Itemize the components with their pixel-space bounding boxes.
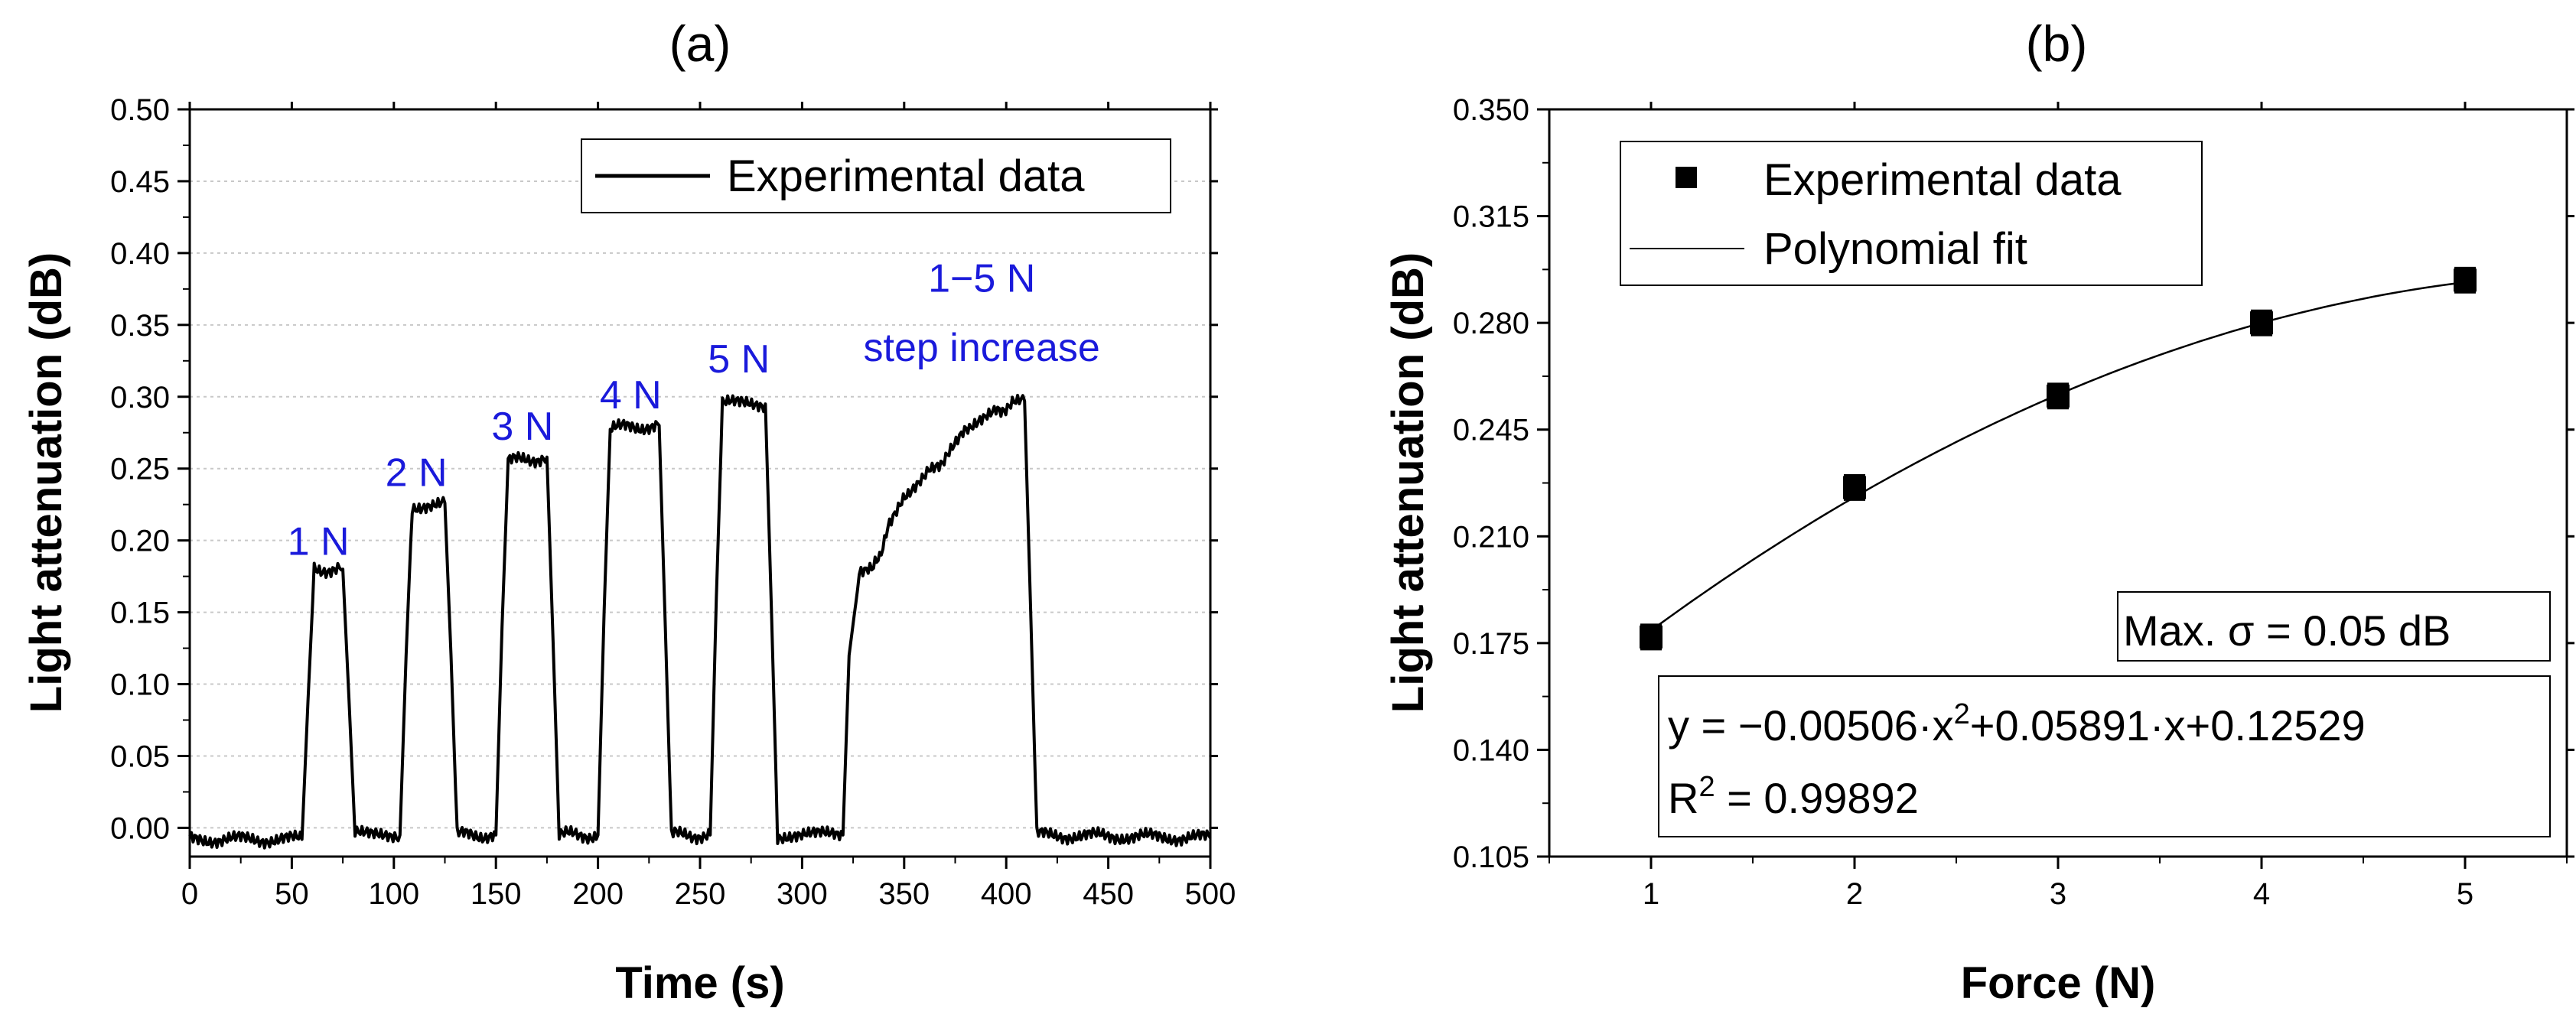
panel-a-x-tick-label: 0 [181, 877, 198, 911]
panel-b-ticks: 0.105 0.140 0.175 0.210 0.245 0.280 0.315 0.350… [1453, 93, 2574, 911]
panel-a-annotation: 1 N [288, 519, 350, 564]
panel-a-series [188, 393, 1212, 850]
panel-a-legend-label: Experimental data [727, 151, 1085, 201]
panel-a-x-tick-label: 100 [368, 877, 419, 911]
panel-a-y-tick-label: 0.30 [110, 381, 170, 415]
panel-b-y-tick-label: 0.315 [1453, 200, 1529, 234]
equation-exponent: 2 [1954, 698, 1970, 730]
r2-exponent: 2 [1698, 771, 1715, 803]
panel-a-legend: Experimental data [581, 138, 1171, 213]
panel-b-fit-curve [1650, 281, 2466, 632]
panel-a-y-tick-label: 0.00 [110, 811, 170, 845]
panel-a-data-line [188, 393, 1212, 850]
panel-a-y-tick-label: 0.35 [110, 309, 170, 343]
panel-b-equation-box: y = −0.00506·x2+0.05891·x+0.12529 R2 = 0… [1658, 675, 2551, 837]
panel-a-annotation: 1−5 N [928, 257, 1035, 301]
panel-b-fit-line [1650, 281, 2466, 632]
panel-a-y-tick-label: 0.15 [110, 597, 170, 630]
panel-a-x-tick-label: 400 [981, 877, 1032, 911]
panel-a-annotation: 3 N [491, 405, 553, 449]
panel-b-legend-label-data: Experimental data [1763, 155, 2122, 205]
panel-b-legend: Experimental data Polynomial fit [1620, 141, 2203, 286]
panel-a-y-tick-label: 0.20 [110, 525, 170, 558]
panel-a-annotation: 2 N [386, 450, 448, 495]
panel-b-sigma-frame [2117, 591, 2551, 662]
panel-b-equation-text: y = −0.00506·x2+0.05891·x+0.12529 [1668, 698, 2366, 749]
panel-b-x-axis-title: Force (N) [1961, 958, 2156, 1008]
panel-b: (b) 0.1050.1400.1750.2100.2450.2800.3150… [1383, 15, 2574, 1008]
panel-a-title: (a) [669, 15, 731, 72]
panel-a-x-tick-label: 50 [275, 877, 309, 911]
panel-a-x-tick-label: 250 [675, 877, 726, 911]
panel-b-data-point [1843, 476, 1866, 499]
panel-a-y-tick-label: 0.50 [110, 93, 170, 127]
panel-a-x-tick-label: 300 [777, 877, 828, 911]
panel-b-y-tick-label: 0.210 [1453, 520, 1529, 554]
panel-a-x-tick-label: 200 [572, 877, 624, 911]
panel-b-x-tick-label: 4 [2253, 877, 2270, 911]
panel-a-y-axis-title: Light attenuation (dB) [21, 252, 71, 713]
panel-b-data-point [2047, 384, 2070, 408]
panel-b-legend-marker-swatch [1676, 167, 1697, 188]
panel-b-y-tick-label: 0.245 [1453, 414, 1529, 447]
panel-b-sigma-text: Max. σ = 0.05 dB [2123, 606, 2451, 655]
panel-b-data-point [1640, 625, 1663, 649]
panel-b-y-tick-label: 0.280 [1453, 307, 1529, 340]
panel-b-sigma-box: Max. σ = 0.05 dB [2117, 591, 2551, 662]
panel-a: (a) 0.00 0.05 0.10 0.15 0.20 0.25 0.30 0.35 0.40… [21, 15, 1236, 1008]
panel-a-plot-frame [188, 108, 1212, 858]
panel-b-legend-box [1620, 141, 2203, 286]
equation-main: y = −0.00506·x [1668, 701, 1954, 749]
panel-a-x-tick-label: 500 [1185, 877, 1236, 911]
r2-value: = 0.99892 [1715, 774, 1919, 822]
panel-b-x-tick-label: 2 [1846, 877, 1863, 911]
panel-a-y-tick-label: 0.10 [110, 668, 170, 702]
panel-b-x-tick-label: 1 [1643, 877, 1659, 911]
panel-a-annotations: 1 N 2 N 3 N 4 N 5 N 1−5 N step increase [288, 257, 1100, 564]
panel-a-annotation: step increase [864, 326, 1100, 370]
panel-a-x-tick-label: 450 [1083, 877, 1134, 911]
panel-a-y-tick-label: 0.25 [110, 453, 170, 486]
panel-b-y-axis-title: Light attenuation (dB) [1383, 252, 1433, 713]
panel-b-x-tick-label: 3 [2050, 877, 2066, 911]
r2-label: R [1668, 774, 1698, 822]
panel-b-r2-text: R2 = 0.99892 [1668, 771, 1919, 822]
panel-b-data-points [1640, 266, 2477, 651]
panel-a-x-axis-title: Time (s) [615, 958, 784, 1008]
panel-a-y-tick-label: 0.05 [110, 740, 170, 773]
panel-a-gridlines [190, 109, 1210, 829]
panel-a-annotation: 5 N [708, 337, 770, 382]
panel-b-x-tick-label: 5 [2457, 877, 2473, 911]
panel-a-x-tick-label: 350 [878, 877, 930, 911]
panel-b-equation-frame [1658, 675, 2551, 837]
panel-b-y-tick-label: 0.350 [1453, 93, 1529, 127]
panel-b-data-point [2250, 311, 2273, 335]
panel-a-ticks: 0.00 0.05 0.10 0.15 0.20 0.25 0.30 0.35 0.40 0.45… [110, 93, 1236, 911]
panel-a-annotation: 4 N [600, 373, 662, 418]
panel-b-legend-label-fit: Polynomial fit [1763, 224, 2027, 274]
panel-a-y-tick-label: 0.45 [110, 165, 170, 199]
panel-b-y-tick-label: 0.105 [1453, 841, 1529, 874]
panel-b-title: (b) [2026, 15, 2088, 72]
equation-rest: +0.05891·x+0.12529 [1970, 701, 2366, 749]
panel-a-x-tick-label: 150 [471, 877, 522, 911]
panel-b-data-point [2454, 268, 2477, 292]
panel-b-y-tick-label: 0.175 [1453, 627, 1529, 661]
panel-b-y-tick-label: 0.140 [1453, 733, 1529, 767]
panel-a-y-tick-label: 0.40 [110, 237, 170, 271]
